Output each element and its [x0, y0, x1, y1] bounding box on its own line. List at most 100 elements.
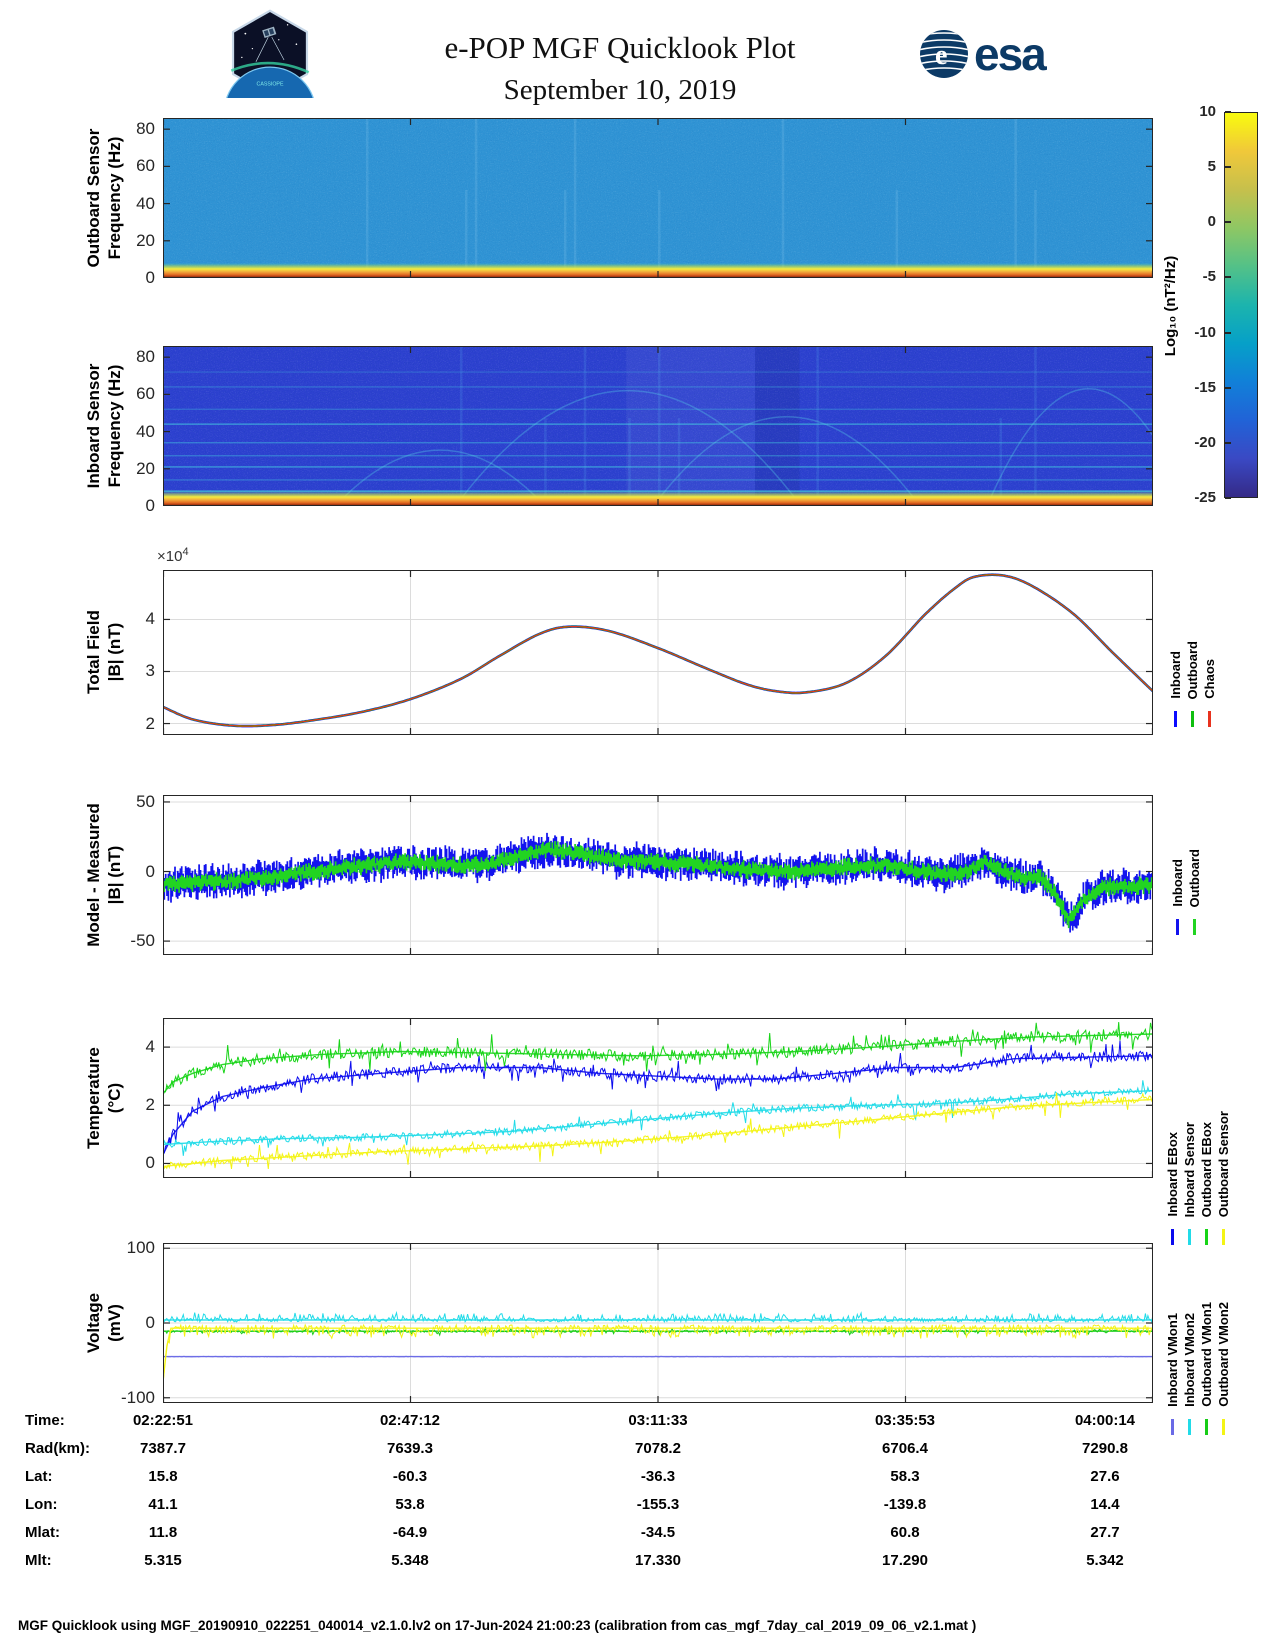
table-cell: -64.9	[392, 1524, 428, 1541]
footer-caption: MGF Quicklook using MGF_20190910_022251_…	[18, 1618, 977, 1633]
table-row-label: Mlat:	[25, 1524, 60, 1541]
y-tick-label: 0	[145, 496, 155, 515]
table-cell: 41.1	[148, 1496, 178, 1513]
voltage-legend: Inboard VMon1 Inboard VMon2 Outboard VMo…	[1165, 1278, 1231, 1435]
table-cell: -155.3	[636, 1496, 680, 1513]
total-field-canvas	[163, 570, 1153, 735]
table-cell: 02:47:12	[379, 1412, 441, 1429]
colorbar-tick-label: 10	[1199, 103, 1216, 120]
table-row-label: Time:	[25, 1412, 65, 1429]
colorbar-tick-mark	[1225, 331, 1231, 334]
title-block: e-POP MGF Quicklook Plot September 10, 2…	[320, 30, 920, 107]
temperature-canvas	[163, 1018, 1153, 1178]
legend-item: Outboard VMon1	[1199, 1302, 1214, 1435]
legend-label: Chaos	[1202, 659, 1217, 699]
inboard-spectrogram-panel: Inboard Sensor Frequency (Hz) 0 20 40 60 80	[84, 346, 1153, 515]
esa-logo: e esa	[918, 26, 1048, 82]
outboard-spectrogram-panel: Outboard Sensor Frequency (Hz) 0 20 40 60 80	[84, 118, 1153, 287]
legend-label: Inboard Sensor	[1182, 1121, 1197, 1217]
colorbar	[1224, 112, 1258, 498]
colorbar-tick-mark	[1225, 497, 1231, 499]
page-title: e-POP MGF Quicklook Plot	[444, 30, 796, 65]
legend-label: Outboard	[1187, 848, 1202, 908]
legend-marker	[1205, 1229, 1208, 1245]
legend-item: Inboard EBox	[1165, 1132, 1180, 1245]
table-cell: 5.348	[391, 1552, 429, 1569]
y-tick-label: 0	[145, 1153, 155, 1173]
esa-globe-icon: e	[920, 30, 968, 78]
table-cell: 15.8	[148, 1468, 178, 1485]
table-cell: 27.7	[1090, 1524, 1120, 1541]
legend-marker	[1171, 1419, 1174, 1435]
colorbar-tick-mark	[1225, 276, 1231, 279]
legend-item: Outboard Sensor	[1216, 1111, 1231, 1245]
legend-label: Outboard	[1185, 640, 1200, 700]
patch-earth	[226, 67, 314, 98]
legend-label: Inboard	[1170, 859, 1185, 907]
esa-wordmark: esa	[974, 28, 1047, 80]
legend-label: Inboard EBox	[1165, 1132, 1180, 1217]
colorbar-tick-label: -15	[1194, 378, 1216, 396]
table-cell: 5.315	[144, 1552, 182, 1569]
y-tick-label: 40	[136, 193, 155, 213]
legend-item: Chaos	[1202, 659, 1217, 727]
y-tick-label: 20	[136, 458, 155, 478]
legend-label: Inboard VMon2	[1182, 1313, 1197, 1407]
table-cell: 53.8	[395, 1496, 425, 1513]
page-date: September 10, 2019	[503, 74, 737, 106]
table-row-label: Lat:	[25, 1468, 53, 1485]
legend-marker	[1222, 1229, 1225, 1245]
legend-item: Inboard VMon2	[1182, 1313, 1197, 1435]
table-cell: 03:11:33	[628, 1412, 688, 1429]
table-cell: -60.3	[392, 1468, 428, 1485]
table-row-label: Mlt:	[25, 1552, 52, 1569]
table-cell: 7639.3	[387, 1440, 433, 1457]
legend-item: Inboard Sensor	[1182, 1122, 1197, 1245]
colorbar-tick-label: 5	[1207, 158, 1216, 176]
legend-item: Inboard VMon1	[1165, 1313, 1180, 1435]
svg-text:e: e	[935, 40, 947, 71]
table-cell: -36.3	[640, 1468, 676, 1485]
legend-marker	[1191, 711, 1194, 727]
patch-text: CASSIOPE	[257, 82, 284, 88]
colorbar-tick-mark	[1225, 386, 1231, 389]
legend-marker	[1171, 1229, 1174, 1245]
legend-marker	[1208, 711, 1211, 727]
legend-label: Outboard VMon1	[1199, 1302, 1214, 1407]
table-cell: 11.8	[148, 1524, 178, 1541]
legend-item: Inboard	[1168, 651, 1183, 727]
colorbar-tick-mark	[1225, 221, 1231, 224]
y-tick-label: 80	[136, 119, 155, 139]
legend-item: Outboard VMon2	[1216, 1302, 1231, 1435]
colorbar-tick-mark	[1225, 111, 1231, 113]
table-cell: -139.8	[883, 1496, 927, 1513]
y-tick-label: -100	[120, 1387, 155, 1407]
legend-label: Outboard EBox	[1199, 1121, 1214, 1217]
table-cell: 5.342	[1086, 1552, 1124, 1569]
table-cell: 27.6	[1090, 1468, 1120, 1485]
table-cell: 7078.2	[635, 1440, 681, 1457]
y-tick-label: 4	[145, 1037, 155, 1057]
table-cell: 60.8	[890, 1524, 920, 1541]
table-cell: 7290.8	[1082, 1440, 1128, 1457]
inboard-spectrogram-canvas	[163, 346, 1153, 506]
table-cell: 17.330	[635, 1552, 681, 1569]
table-cell: 17.290	[882, 1552, 928, 1569]
table-cell: 6706.4	[882, 1440, 928, 1457]
colorbar-tick-label: 0	[1207, 213, 1216, 231]
y-tick-label: 4	[145, 609, 155, 629]
table-cell: 14.4	[1090, 1496, 1120, 1513]
legend-item: Outboard	[1185, 640, 1200, 727]
cassiope-mission-patch: CASSIOPE	[226, 9, 314, 98]
y-tick-label: 3	[145, 661, 155, 681]
table-cell: 02:22:51	[132, 1412, 194, 1429]
legend-marker	[1193, 919, 1196, 935]
colorbar-tick-mark	[1225, 166, 1231, 169]
y-tick-label: 50	[136, 791, 155, 811]
legend-marker	[1205, 1419, 1208, 1435]
table-cell: 03:35:53	[874, 1412, 936, 1429]
voltage-canvas	[163, 1243, 1153, 1403]
legend-item: Outboard EBox	[1199, 1122, 1214, 1245]
